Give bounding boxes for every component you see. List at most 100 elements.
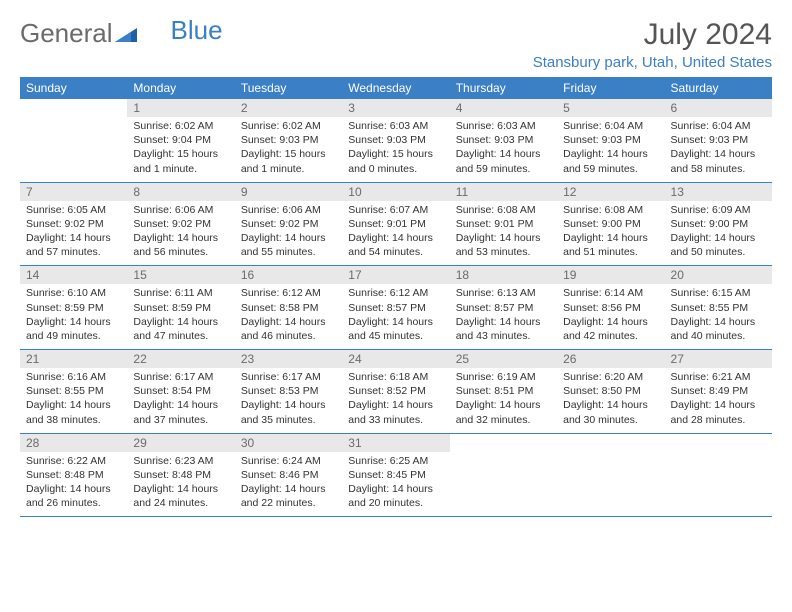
sunset-text: Sunset: 8:48 PM bbox=[133, 468, 228, 482]
day-content: Sunrise: 6:19 AMSunset: 8:51 PMDaylight:… bbox=[450, 368, 557, 433]
sunrise-text: Sunrise: 6:13 AM bbox=[456, 286, 551, 300]
sunrise-text: Sunrise: 6:18 AM bbox=[348, 370, 443, 384]
sunset-text: Sunset: 9:03 PM bbox=[671, 133, 766, 147]
day-number: 8 bbox=[127, 183, 234, 201]
calendar-day-cell: 7Sunrise: 6:05 AMSunset: 9:02 PMDaylight… bbox=[20, 182, 127, 266]
calendar-day-cell: 6Sunrise: 6:04 AMSunset: 9:03 PMDaylight… bbox=[665, 99, 772, 182]
day-number: 20 bbox=[665, 266, 772, 284]
day-content: Sunrise: 6:08 AMSunset: 9:00 PMDaylight:… bbox=[557, 201, 664, 266]
logo: General Blue bbox=[20, 18, 223, 49]
sunset-text: Sunset: 8:56 PM bbox=[563, 301, 658, 315]
day-number: 19 bbox=[557, 266, 664, 284]
logo-text-2: Blue bbox=[171, 15, 223, 46]
daylight-text: Daylight: 14 hours and 26 minutes. bbox=[26, 482, 121, 510]
sunrise-text: Sunrise: 6:11 AM bbox=[133, 286, 228, 300]
day-content: Sunrise: 6:13 AMSunset: 8:57 PMDaylight:… bbox=[450, 284, 557, 349]
day-number: 16 bbox=[235, 266, 342, 284]
day-number: 9 bbox=[235, 183, 342, 201]
day-number: 1 bbox=[127, 99, 234, 117]
daylight-text: Daylight: 14 hours and 32 minutes. bbox=[456, 398, 551, 426]
sunset-text: Sunset: 8:49 PM bbox=[671, 384, 766, 398]
calendar-day-cell: 11Sunrise: 6:08 AMSunset: 9:01 PMDayligh… bbox=[450, 182, 557, 266]
day-number: 13 bbox=[665, 183, 772, 201]
sunrise-text: Sunrise: 6:09 AM bbox=[671, 203, 766, 217]
calendar-day-cell: 26Sunrise: 6:20 AMSunset: 8:50 PMDayligh… bbox=[557, 350, 664, 434]
sunset-text: Sunset: 8:55 PM bbox=[26, 384, 121, 398]
day-content: Sunrise: 6:12 AMSunset: 8:58 PMDaylight:… bbox=[235, 284, 342, 349]
daylight-text: Daylight: 14 hours and 28 minutes. bbox=[671, 398, 766, 426]
day-content: Sunrise: 6:06 AMSunset: 9:02 PMDaylight:… bbox=[235, 201, 342, 266]
day-content: Sunrise: 6:04 AMSunset: 9:03 PMDaylight:… bbox=[665, 117, 772, 182]
calendar-day-cell bbox=[665, 433, 772, 517]
sunset-text: Sunset: 9:04 PM bbox=[133, 133, 228, 147]
daylight-text: Daylight: 14 hours and 42 minutes. bbox=[563, 315, 658, 343]
day-content: Sunrise: 6:20 AMSunset: 8:50 PMDaylight:… bbox=[557, 368, 664, 433]
calendar-day-cell: 15Sunrise: 6:11 AMSunset: 8:59 PMDayligh… bbox=[127, 266, 234, 350]
daylight-text: Daylight: 14 hours and 33 minutes. bbox=[348, 398, 443, 426]
day-number: 2 bbox=[235, 99, 342, 117]
day-number: 10 bbox=[342, 183, 449, 201]
weekday-header-row: SundayMondayTuesdayWednesdayThursdayFrid… bbox=[20, 77, 772, 99]
day-number bbox=[665, 434, 772, 452]
sunset-text: Sunset: 8:51 PM bbox=[456, 384, 551, 398]
sunrise-text: Sunrise: 6:03 AM bbox=[456, 119, 551, 133]
sunrise-text: Sunrise: 6:16 AM bbox=[26, 370, 121, 384]
daylight-text: Daylight: 14 hours and 54 minutes. bbox=[348, 231, 443, 259]
sunrise-text: Sunrise: 6:06 AM bbox=[133, 203, 228, 217]
daylight-text: Daylight: 14 hours and 30 minutes. bbox=[563, 398, 658, 426]
calendar-day-cell: 20Sunrise: 6:15 AMSunset: 8:55 PMDayligh… bbox=[665, 266, 772, 350]
calendar-day-cell: 9Sunrise: 6:06 AMSunset: 9:02 PMDaylight… bbox=[235, 182, 342, 266]
day-content: Sunrise: 6:02 AMSunset: 9:04 PMDaylight:… bbox=[127, 117, 234, 182]
sunrise-text: Sunrise: 6:25 AM bbox=[348, 454, 443, 468]
calendar-week-row: 7Sunrise: 6:05 AMSunset: 9:02 PMDaylight… bbox=[20, 182, 772, 266]
day-content: Sunrise: 6:06 AMSunset: 9:02 PMDaylight:… bbox=[127, 201, 234, 266]
calendar-day-cell: 14Sunrise: 6:10 AMSunset: 8:59 PMDayligh… bbox=[20, 266, 127, 350]
calendar-day-cell: 4Sunrise: 6:03 AMSunset: 9:03 PMDaylight… bbox=[450, 99, 557, 182]
sunrise-text: Sunrise: 6:24 AM bbox=[241, 454, 336, 468]
sunset-text: Sunset: 8:50 PM bbox=[563, 384, 658, 398]
day-number: 7 bbox=[20, 183, 127, 201]
sunset-text: Sunset: 8:54 PM bbox=[133, 384, 228, 398]
day-number: 12 bbox=[557, 183, 664, 201]
sunset-text: Sunset: 9:02 PM bbox=[133, 217, 228, 231]
calendar-day-cell: 5Sunrise: 6:04 AMSunset: 9:03 PMDaylight… bbox=[557, 99, 664, 182]
calendar-day-cell: 24Sunrise: 6:18 AMSunset: 8:52 PMDayligh… bbox=[342, 350, 449, 434]
daylight-text: Daylight: 14 hours and 24 minutes. bbox=[133, 482, 228, 510]
calendar-week-row: 28Sunrise: 6:22 AMSunset: 8:48 PMDayligh… bbox=[20, 433, 772, 517]
sunrise-text: Sunrise: 6:20 AM bbox=[563, 370, 658, 384]
daylight-text: Daylight: 15 hours and 1 minute. bbox=[133, 147, 228, 175]
day-number: 22 bbox=[127, 350, 234, 368]
weekday-header: Sunday bbox=[20, 77, 127, 99]
day-content: Sunrise: 6:16 AMSunset: 8:55 PMDaylight:… bbox=[20, 368, 127, 433]
sunset-text: Sunset: 8:48 PM bbox=[26, 468, 121, 482]
day-number: 21 bbox=[20, 350, 127, 368]
calendar-day-cell: 28Sunrise: 6:22 AMSunset: 8:48 PMDayligh… bbox=[20, 433, 127, 517]
day-number: 17 bbox=[342, 266, 449, 284]
sunset-text: Sunset: 9:00 PM bbox=[563, 217, 658, 231]
daylight-text: Daylight: 14 hours and 49 minutes. bbox=[26, 315, 121, 343]
sunrise-text: Sunrise: 6:03 AM bbox=[348, 119, 443, 133]
calendar-table: SundayMondayTuesdayWednesdayThursdayFrid… bbox=[20, 77, 772, 517]
sunrise-text: Sunrise: 6:10 AM bbox=[26, 286, 121, 300]
day-content: Sunrise: 6:25 AMSunset: 8:45 PMDaylight:… bbox=[342, 452, 449, 517]
day-content: Sunrise: 6:10 AMSunset: 8:59 PMDaylight:… bbox=[20, 284, 127, 349]
calendar-day-cell: 18Sunrise: 6:13 AMSunset: 8:57 PMDayligh… bbox=[450, 266, 557, 350]
day-number bbox=[557, 434, 664, 452]
daylight-text: Daylight: 14 hours and 59 minutes. bbox=[563, 147, 658, 175]
day-content: Sunrise: 6:22 AMSunset: 8:48 PMDaylight:… bbox=[20, 452, 127, 517]
sunrise-text: Sunrise: 6:17 AM bbox=[241, 370, 336, 384]
day-number: 24 bbox=[342, 350, 449, 368]
sunset-text: Sunset: 8:59 PM bbox=[133, 301, 228, 315]
day-content: Sunrise: 6:05 AMSunset: 9:02 PMDaylight:… bbox=[20, 201, 127, 266]
sunrise-text: Sunrise: 6:02 AM bbox=[241, 119, 336, 133]
sunrise-text: Sunrise: 6:07 AM bbox=[348, 203, 443, 217]
calendar-day-cell: 1Sunrise: 6:02 AMSunset: 9:04 PMDaylight… bbox=[127, 99, 234, 182]
sunrise-text: Sunrise: 6:14 AM bbox=[563, 286, 658, 300]
day-content: Sunrise: 6:18 AMSunset: 8:52 PMDaylight:… bbox=[342, 368, 449, 433]
daylight-text: Daylight: 14 hours and 37 minutes. bbox=[133, 398, 228, 426]
calendar-day-cell: 13Sunrise: 6:09 AMSunset: 9:00 PMDayligh… bbox=[665, 182, 772, 266]
sunrise-text: Sunrise: 6:12 AM bbox=[348, 286, 443, 300]
calendar-day-cell: 23Sunrise: 6:17 AMSunset: 8:53 PMDayligh… bbox=[235, 350, 342, 434]
weekday-header: Tuesday bbox=[235, 77, 342, 99]
sunrise-text: Sunrise: 6:05 AM bbox=[26, 203, 121, 217]
